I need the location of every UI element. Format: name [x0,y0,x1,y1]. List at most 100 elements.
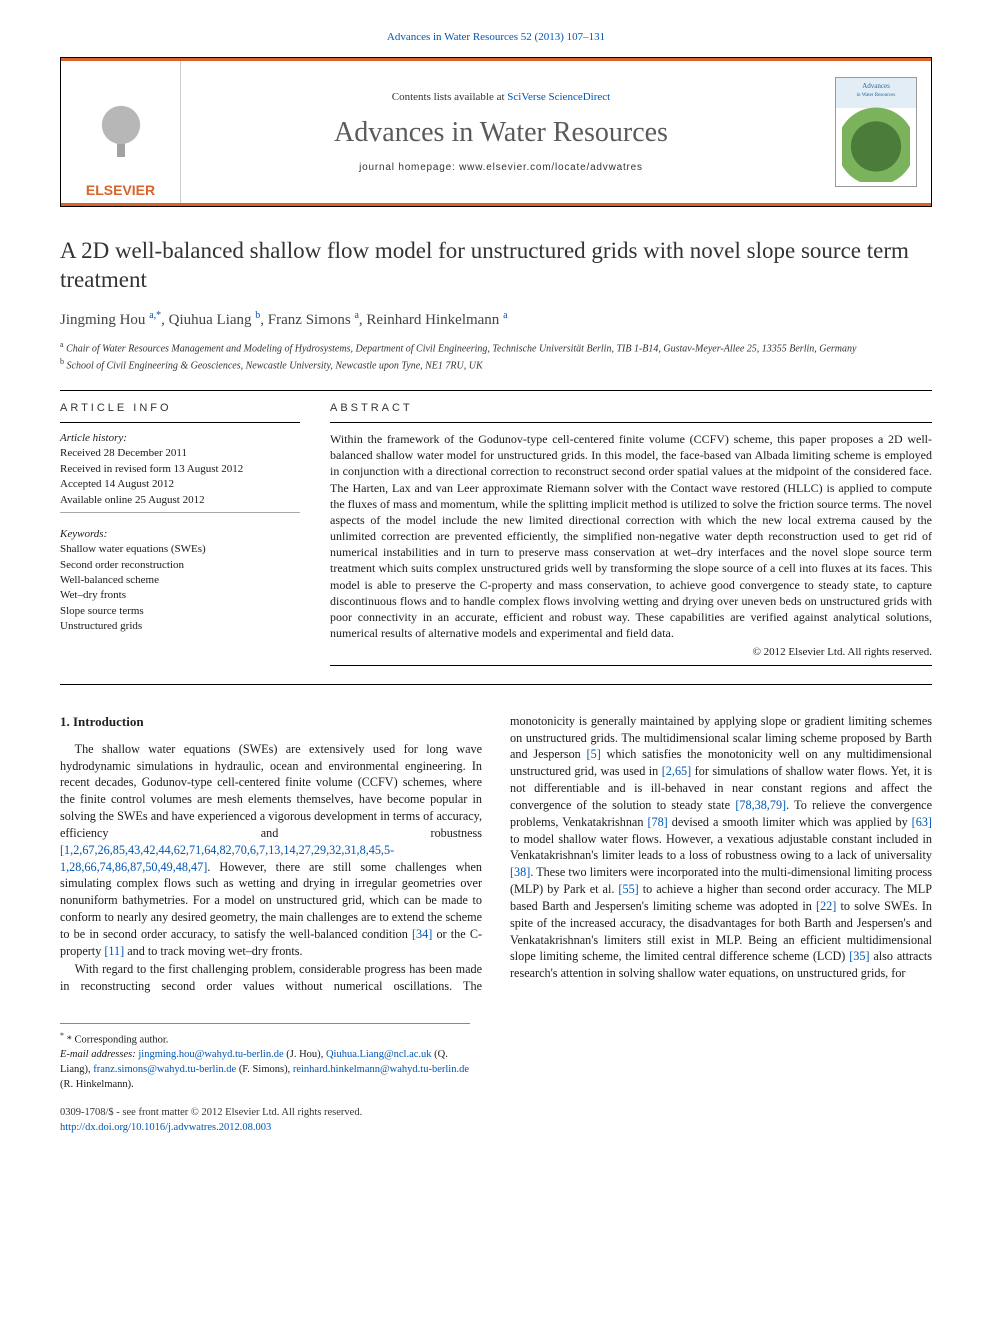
p1-a: The shallow water equations (SWEs) are e… [60,742,482,840]
history-item-1: Received 28 December 2011 [60,446,300,461]
author-3-name: Franz Simons [268,312,351,328]
aff-b-sup: b [60,357,64,366]
p2-ref1[interactable]: [5] [587,747,601,761]
p2-ref6[interactable]: [38] [510,865,530,879]
author-1-sup: a,* [149,310,161,321]
corresponding-author: * * Corresponding author. [60,1030,470,1048]
corr-text: * Corresponding author. [67,1035,169,1046]
info-abstract-row: ARTICLE INFO Article history: Received 2… [60,401,932,674]
homepage-line: journal homepage: www.elsevier.com/locat… [359,161,643,175]
intro-para-1: The shallow water equations (SWEs) are e… [60,741,482,960]
cover-image-icon [842,103,910,182]
author-4-sup: a [503,310,507,321]
publisher-name: ELSEVIER [86,181,155,201]
history-label: Article history: [60,431,300,446]
p2-ref5[interactable]: [63] [912,815,932,829]
contents-line: Contents lists available at SciVerse Sci… [392,90,610,105]
abstract: ABSTRACT Within the framework of the God… [330,401,932,674]
author-2-sup: b [255,310,260,321]
p1-ref3[interactable]: [11] [104,944,124,958]
email-2[interactable]: Qiuhua.Liang@ncl.ac.uk [326,1049,432,1060]
author-3: Franz Simons a [268,312,359,328]
email-label: E-mail addresses: [60,1049,136,1060]
keyword-2: Second order reconstruction [60,558,300,573]
history-item-2: Received in revised form 13 August 2012 [60,462,300,477]
author-2: Qiuhua Liang b [169,312,261,328]
email-3-who: (F. Simons) [239,1064,288,1075]
affiliation-a: a Chair of Water Resources Management an… [60,339,932,356]
p1-d: and to track moving wet–dry fronts. [124,944,302,958]
journal-title: Advances in Water Resources [334,113,668,152]
abstract-copyright: © 2012 Elsevier Ltd. All rights reserved… [330,645,932,660]
aff-a-text: Chair of Water Resources Management and … [66,343,856,354]
author-4-name: Reinhard Hinkelmann [366,312,499,328]
email-3[interactable]: franz.simons@wahyd.tu-berlin.de [93,1064,236,1075]
top-citation: Advances in Water Resources 52 (2013) 10… [60,30,932,45]
abstract-rule [330,422,932,423]
info-mid-rule [60,512,300,513]
article-info-head: ARTICLE INFO [60,401,300,416]
divider-top [60,390,932,391]
p2-ref3[interactable]: [78,38,79] [735,798,786,812]
intro-heading: 1. Introduction [60,713,482,731]
author-3-sup: a [354,310,358,321]
article-info: ARTICLE INFO Article history: Received 2… [60,401,300,674]
p2-ref9[interactable]: [35] [849,949,869,963]
email-1[interactable]: jingming.hou@wahyd.tu-berlin.de [138,1049,283,1060]
authors-line: Jingming Hou a,*, Qiuhua Liang b, Franz … [60,309,932,331]
doi-link[interactable]: http://dx.doi.org/10.1016/j.advwatres.20… [60,1122,271,1133]
abstract-bottom-rule [330,665,932,666]
history-item-3: Accepted 14 August 2012 [60,477,300,492]
sciencedirect-link[interactable]: SciVerse ScienceDirect [507,91,610,103]
masthead-accent-top [61,58,931,61]
email-1-who: (J. Hou) [286,1049,320,1060]
body-columns: 1. Introduction The shallow water equati… [60,713,932,995]
paper-title: A 2D well-balanced shallow flow model fo… [60,237,932,295]
p2-ref2[interactable]: [2,65] [662,764,691,778]
top-citation-link[interactable]: Advances in Water Resources 52 (2013) 10… [387,31,605,43]
asterisk-icon: * [60,1031,64,1040]
masthead-accent-bottom [61,203,931,206]
abstract-head: ABSTRACT [330,401,932,416]
masthead-center: Contents lists available at SciVerse Sci… [181,58,821,206]
author-1: Jingming Hou a,* [60,312,161,328]
footnotes: * * Corresponding author. E-mail address… [60,1023,470,1092]
author-1-name: Jingming Hou [60,312,145,328]
keywords-label: Keywords: [60,527,300,542]
keyword-5: Slope source terms [60,604,300,619]
cover-text-1: Advances [862,82,890,92]
keyword-4: Wet–dry fronts [60,588,300,603]
journal-cover-block: Advances in Water Resources [821,58,931,206]
journal-cover-thumb: Advances in Water Resources [835,77,917,187]
email-line: E-mail addresses: jingming.hou@wahyd.tu-… [60,1048,470,1092]
author-2-name: Qiuhua Liang [169,312,252,328]
p2-ref4[interactable]: [78] [647,815,667,829]
p2-ref7[interactable]: [55] [618,882,638,896]
masthead: ELSEVIER Contents lists available at Sci… [60,57,932,207]
email-4-who: (R. Hinkelmann) [60,1079,131,1090]
cover-text-2: in Water Resources [857,92,896,99]
p2-e: devised a smooth limiter which was appli… [668,815,912,829]
keyword-6: Unstructured grids [60,619,300,634]
history-item-4: Available online 25 August 2012 [60,493,300,508]
homepage-prefix: journal homepage: [359,162,459,173]
author-4: Reinhard Hinkelmann a [366,312,507,328]
p2-ref8[interactable]: [22] [816,899,836,913]
keyword-3: Well-balanced scheme [60,573,300,588]
elsevier-tree-icon [86,97,156,177]
p1-ref2[interactable]: [34] [412,927,432,941]
p2-f: to model shallow water flows. However, a… [510,832,932,863]
aff-a-sup: a [60,340,64,349]
aff-b-text: School of Civil Engineering & Geoscience… [67,361,483,372]
affiliations: a Chair of Water Resources Management an… [60,339,932,374]
email-4[interactable]: reinhard.hinkelmann@wahyd.tu-berlin.de [293,1064,469,1075]
keyword-1: Shallow water equations (SWEs) [60,542,300,557]
homepage-url: www.elsevier.com/locate/advwatres [459,162,643,173]
contents-line-prefix: Contents lists available at [392,91,507,103]
publisher-logo-block: ELSEVIER [61,58,181,206]
affiliation-b: b School of Civil Engineering & Geoscien… [60,356,932,373]
divider-mid [60,684,932,685]
bottom-block: 0309-1708/$ - see front matter © 2012 El… [60,1106,932,1135]
front-matter-line: 0309-1708/$ - see front matter © 2012 El… [60,1106,932,1121]
abstract-text: Within the framework of the Godunov-type… [330,431,932,641]
